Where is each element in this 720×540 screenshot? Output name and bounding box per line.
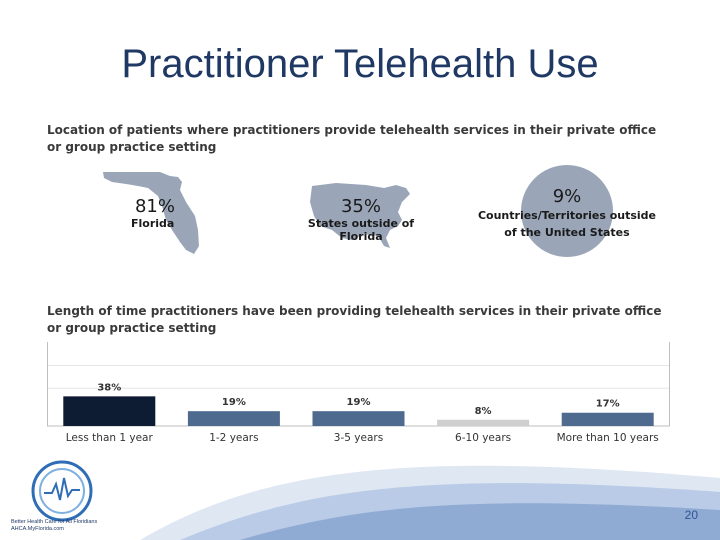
stat-florida-label: Florida	[131, 217, 175, 230]
category-label-1: 1-2 years	[209, 432, 258, 444]
bar-data-label-3: 8%	[475, 406, 492, 417]
bar-2	[312, 411, 405, 426]
logo-tagline-text: Better Health Care for All Floridians	[11, 519, 98, 525]
location-heading: Location of patients where practitioners…	[47, 123, 657, 154]
category-label-2: 3-5 years	[334, 432, 383, 444]
category-label-0: Less than 1 year	[66, 432, 154, 444]
page-number: 20	[684, 508, 698, 522]
ahca-seal-icon	[31, 460, 93, 522]
bar-1	[187, 411, 280, 426]
duration-heading: Length of time practitioners have been p…	[47, 304, 662, 335]
stat-florida-value: 81%	[134, 196, 175, 217]
stat-international-label: Countries/Territories outside of the Uni…	[477, 209, 657, 239]
category-label-3: 6-10 years	[455, 432, 511, 444]
logo-tagline: Better Health Care for All Floridians AH…	[11, 519, 97, 533]
bar-data-label-0: 38%	[97, 382, 121, 393]
bar-3	[437, 419, 530, 426]
globe-circle-icon	[521, 165, 613, 257]
bar-data-label-4: 17%	[596, 399, 620, 410]
usa-map-icon	[310, 183, 410, 248]
stat-other-states-label: States outside of Florida	[307, 217, 415, 243]
stat-international-value: 9%	[552, 186, 582, 207]
bar-data-label-1: 19%	[222, 397, 246, 408]
bar-0	[63, 396, 156, 426]
category-label-4: More than 10 years	[557, 432, 659, 444]
bar-4	[561, 412, 654, 426]
florida-map-icon	[103, 172, 199, 254]
logo-sub-text: AHCA.MyFlorida.com	[11, 526, 64, 532]
bar-data-label-2: 19%	[347, 397, 371, 408]
stat-other-states: 35% States outside of Florida	[286, 196, 436, 243]
stat-florida: 81% Florida	[115, 196, 195, 230]
stat-other-states-value: 35%	[340, 196, 381, 217]
duration-bar-chart: 38% Less than 1 year 19% 1-2 years 19% 3-5 ye…	[47, 342, 670, 450]
stat-international: 9% Countries/Territories outside of the …	[462, 186, 672, 241]
chart-svg: 38% Less than 1 year 19% 1-2 years 19% 3-5 ye…	[47, 342, 670, 444]
page-title: Practitioner Telehealth Use	[121, 42, 599, 86]
